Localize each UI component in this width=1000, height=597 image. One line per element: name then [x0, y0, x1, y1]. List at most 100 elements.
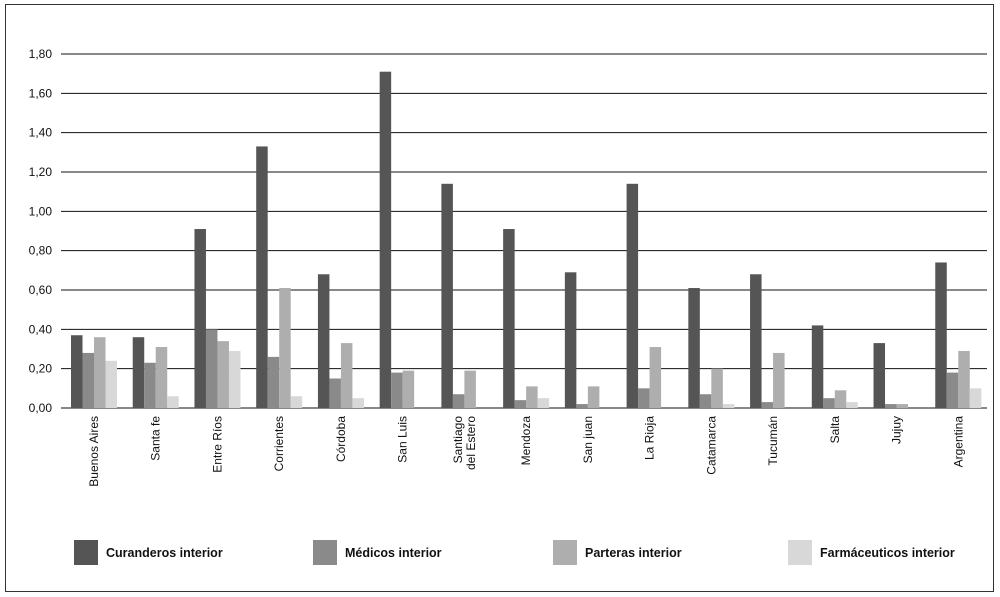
x-tick-label: Santa fe: [149, 416, 163, 461]
bar-parteras-interior: [526, 386, 538, 408]
bar-curanderos-interior: [379, 71, 392, 408]
bar-curanderos-interior: [750, 274, 762, 408]
bar-médicos-interior: [82, 352, 94, 408]
y-tick-label: 1,60: [29, 86, 53, 100]
bar-curanderos-interior: [873, 343, 886, 408]
bar-parteras-interior: [402, 370, 415, 408]
bar-curanderos-interior: [441, 183, 453, 408]
bar-médicos-interior: [267, 356, 280, 408]
x-tick-label-line: San Luis: [396, 416, 410, 463]
bar-parteras-interior: [279, 288, 291, 408]
x-tick-label: Corrientes: [272, 416, 286, 471]
y-tick-label: 0,40: [29, 322, 53, 336]
bar-farmáceuticos-interior: [105, 360, 117, 408]
y-tick-label: 1,20: [29, 165, 53, 179]
x-tick-label: Buenos Aires: [87, 416, 101, 487]
bar-parteras-interior: [94, 337, 106, 408]
legend-label: Parteras interior: [585, 546, 682, 560]
x-tick-label-line: Santiago: [451, 416, 465, 464]
x-tick-label: Jujuy: [890, 416, 904, 444]
x-tick-label-line: del Estero: [464, 416, 478, 470]
bar-curanderos-interior: [688, 288, 700, 408]
x-tick-label: San juan: [581, 416, 595, 463]
bars: [71, 71, 982, 408]
x-tick-label-line: Buenos Aires: [87, 416, 101, 487]
bar-médicos-interior: [946, 372, 959, 408]
x-tick-label: Salta: [828, 416, 842, 444]
bar-parteras-interior: [340, 343, 353, 408]
bar-médicos-interior: [144, 362, 156, 408]
x-tick-label-line: Corrientes: [272, 416, 286, 471]
y-tick-label: 1,80: [29, 47, 53, 61]
x-tick-label-line: Entre Ríos: [210, 416, 224, 473]
legend-label: Médicos interior: [345, 546, 442, 560]
y-tick-label: 0,60: [29, 283, 53, 297]
y-axis-tick-labels: 0,00 0,20 0,40 0,60 0,80 1,00 1,20 1,40 1,60 1,80: [29, 47, 53, 415]
bar-curanderos-interior: [564, 272, 577, 408]
bar-farmáceuticos-interior: [290, 396, 303, 408]
bar-parteras-interior: [587, 386, 600, 408]
x-tick-label-line: Mendoza: [519, 416, 533, 466]
x-tick-label-line: Catamarca: [704, 416, 718, 475]
x-tick-label-line: Córdoba: [334, 416, 348, 462]
bar-médicos-interior: [391, 372, 403, 408]
x-tick-label: Tucumán: [766, 416, 780, 466]
bar-médicos-interior: [576, 404, 588, 408]
y-tick-label: 0,00: [29, 401, 53, 415]
legend-swatch: [313, 540, 337, 565]
bar-curanderos-interior: [132, 337, 145, 408]
bar-parteras-interior: [711, 368, 723, 408]
legend-label: Farmáceuticos interior: [820, 546, 955, 560]
bar-farmáceuticos-interior: [167, 396, 179, 408]
x-tick-label-line: Santa fe: [149, 416, 163, 461]
chart-frame: 0,00 0,20 0,40 0,60 0,80 1,00 1,20 1,40 1,60 1,80…: [5, 4, 994, 592]
bar-curanderos-interior: [503, 229, 515, 408]
x-tick-label: Argentina: [951, 416, 965, 468]
bar-parteras-interior: [773, 352, 785, 408]
legend-swatch: [553, 540, 577, 565]
x-tick-label-line: Jujuy: [890, 416, 904, 444]
x-tick-label: San Luis: [396, 416, 410, 463]
bar-parteras-interior: [958, 350, 970, 408]
bar-chart: 0,00 0,20 0,40 0,60 0,80 1,00 1,20 1,40 1,60 1,80…: [29, 47, 987, 565]
bar-médicos-interior: [514, 400, 527, 408]
x-tick-label: Entre Ríos: [210, 416, 224, 473]
bar-parteras-interior: [155, 347, 168, 408]
bar-parteras-interior: [834, 390, 847, 408]
x-tick-label-line: San juan: [581, 416, 595, 463]
bar-curanderos-interior: [256, 146, 268, 408]
bar-médicos-interior: [885, 404, 897, 408]
bar-curanderos-interior: [317, 274, 330, 408]
x-tick-label-line: Argentina: [951, 416, 965, 468]
bar-médicos-interior: [329, 378, 341, 408]
legend-label: Curanderos interior: [106, 546, 223, 560]
bar-parteras-interior: [896, 404, 909, 408]
x-tick-label: Mendoza: [519, 416, 533, 466]
bar-curanderos-interior: [71, 335, 83, 408]
bar-médicos-interior: [761, 402, 774, 408]
x-tick-label: Catamarca: [704, 416, 718, 475]
bar-curanderos-interior: [194, 229, 206, 408]
bar-médicos-interior: [699, 394, 712, 408]
bar-farmáceuticos-interior: [537, 398, 550, 408]
bar-curanderos-interior: [811, 325, 824, 408]
bar-parteras-interior: [217, 341, 229, 408]
x-tick-label-line: La Rioja: [643, 416, 657, 460]
x-tick-label: La Rioja: [643, 416, 657, 460]
bar-farmáceuticos-interior: [846, 402, 858, 408]
bar-parteras-interior: [649, 347, 662, 408]
y-tick-label: 1,00: [29, 204, 53, 218]
x-tick-label-line: Tucumán: [766, 416, 780, 466]
bar-parteras-interior: [464, 370, 476, 408]
bar-farmáceuticos-interior: [722, 404, 735, 408]
legend: Curanderos interior Médicos interior Parte…: [74, 540, 955, 565]
bar-médicos-interior: [823, 398, 835, 408]
bar-médicos-interior: [638, 388, 650, 408]
bar-farmáceuticos-interior: [228, 350, 241, 408]
y-tick-label: 1,40: [29, 126, 53, 140]
y-tick-label: 0,80: [29, 244, 53, 258]
legend-swatch: [788, 540, 812, 565]
x-tick-label-line: Salta: [828, 416, 842, 444]
x-axis-tick-labels: Buenos Aires Santa fe Entre Ríos Corrientes…: [87, 416, 965, 487]
x-tick-label: Santiagodel Estero: [451, 416, 478, 470]
